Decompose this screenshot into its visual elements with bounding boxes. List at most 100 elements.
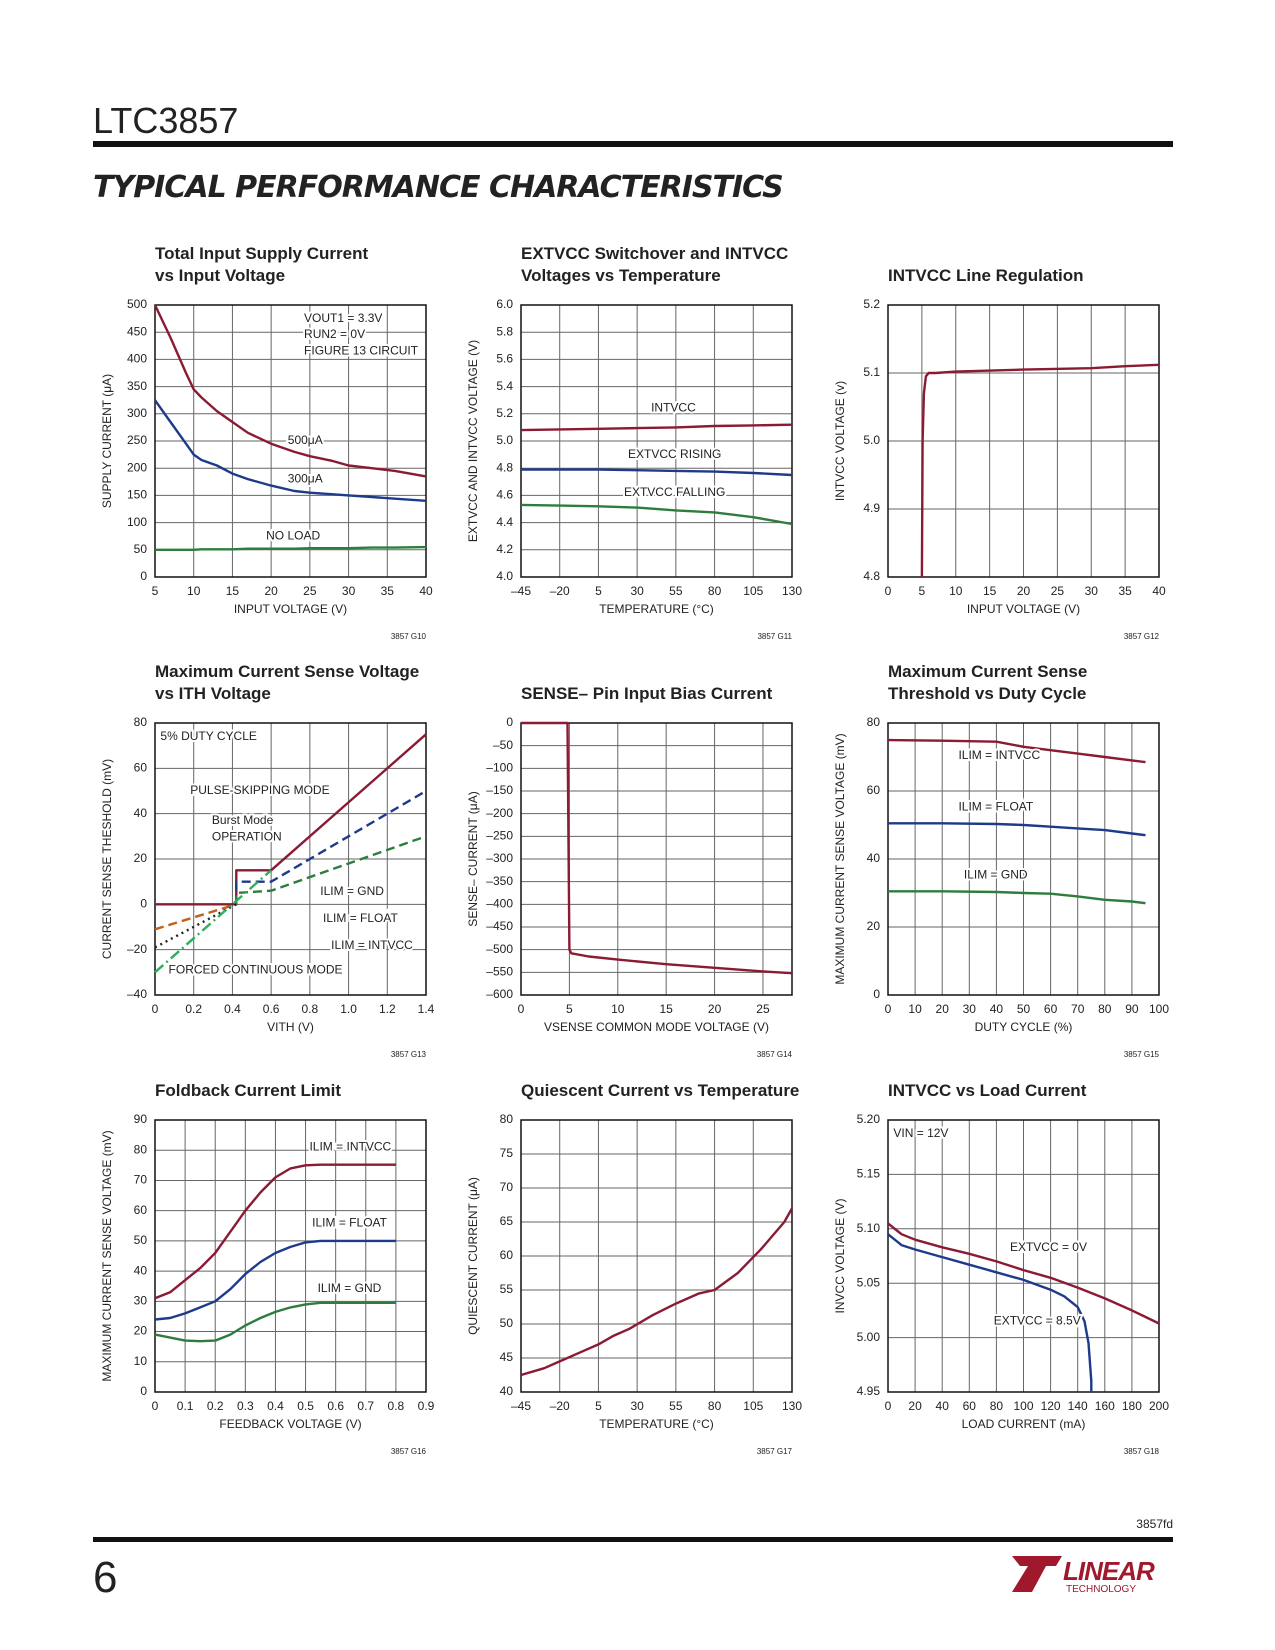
x-tick-label: 25 <box>1051 584 1065 598</box>
x-tick-label: 0.9 <box>418 1399 435 1413</box>
chart-code: 3857 G11 <box>757 632 792 641</box>
y-tick-label: 0 <box>140 897 147 911</box>
series-label: EXTVCC FALLING <box>624 485 725 499</box>
x-tick-label: 160 <box>1095 1399 1115 1413</box>
series-line <box>155 545 427 551</box>
y-tick-label: 250 <box>127 433 147 447</box>
x-tick-label: 10 <box>949 584 963 598</box>
chart-title: vs ITH Voltage <box>155 684 271 703</box>
y-tick-label: –600 <box>486 987 513 1001</box>
x-tick-label: 0.6 <box>263 1002 280 1016</box>
y-tick-label: 50 <box>134 542 148 556</box>
x-tick-label: 80 <box>708 1399 722 1413</box>
y-tick-label: 75 <box>500 1146 514 1160</box>
y-tick-label: 400 <box>127 352 147 366</box>
x-tick-label: 80 <box>990 1399 1004 1413</box>
x-tick-label: 0.8 <box>302 1002 319 1016</box>
y-tick-label: 5.8 <box>496 324 513 338</box>
x-tick-label: 25 <box>756 1002 770 1016</box>
y-tick-label: 6.0 <box>496 297 513 311</box>
x-tick-label: 15 <box>659 1002 673 1016</box>
x-tick-label: 0.8 <box>388 1399 405 1413</box>
y-tick-label: 10 <box>134 1354 148 1368</box>
x-tick-label: 20 <box>264 584 278 598</box>
section-title: TYPICAL PERFORMANCE CHARACTERISTICS <box>93 170 783 205</box>
y-tick-label: 90 <box>134 1112 148 1126</box>
x-tick-label: 105 <box>743 584 763 598</box>
y-tick-label: 4.8 <box>496 460 513 474</box>
annotation: PULSE-SKIPPING MODE <box>190 783 329 797</box>
chart: Maximum Current Sense Voltage vs ITH Volt… <box>100 662 435 1059</box>
y-tick-label: 60 <box>134 761 148 775</box>
series-label: EXTVCC = 8.5V <box>994 1313 1081 1327</box>
chart-title: Quiescent Current vs Temperature <box>521 1081 799 1100</box>
x-tick-label: 200 <box>1149 1399 1169 1413</box>
doc-code: 3857fd <box>1136 1517 1173 1531</box>
x-tick-label: –45 <box>511 584 531 598</box>
y-tick-label: 4.95 <box>857 1384 881 1398</box>
x-tick-label: 5 <box>919 584 926 598</box>
y-tick-label: 5.0 <box>496 433 513 447</box>
plot-frame <box>154 722 427 996</box>
header-rule <box>93 141 1173 147</box>
y-axis-label: INTVCC VOLTAGE (v) <box>833 381 847 501</box>
y-tick-label: 200 <box>127 460 147 474</box>
plot-frame <box>887 722 1160 996</box>
series-label: ILIM = FLOAT <box>312 1216 387 1230</box>
series-label: 500μA <box>288 433 323 447</box>
annotation: VIN = 12V <box>893 1126 948 1140</box>
annotation: FORCED CONTINUOUS MODE <box>169 963 343 977</box>
annotation: OPERATION <box>212 829 282 843</box>
series-line <box>154 1301 396 1343</box>
chart-code: 3857 G18 <box>1124 1447 1160 1456</box>
y-tick-label: –200 <box>486 806 513 820</box>
x-axis-label: DUTY CYCLE (%) <box>975 1020 1073 1034</box>
x-tick-label: 5 <box>152 584 159 598</box>
series-line <box>920 363 1160 578</box>
y-tick-label: 40 <box>134 806 148 820</box>
chart-title: INTVCC vs Load Current <box>888 1081 1087 1100</box>
y-tick-label: –450 <box>486 919 513 933</box>
y-tick-label: 50 <box>500 1316 514 1330</box>
x-tick-label: 80 <box>1098 1002 1112 1016</box>
series-line <box>235 789 427 905</box>
y-tick-label: 60 <box>867 783 881 797</box>
x-tick-label: 140 <box>1068 1399 1088 1413</box>
x-tick-label: 120 <box>1041 1399 1061 1413</box>
y-tick-label: 0 <box>873 987 880 1001</box>
x-axis-label: VSENSE COMMON MODE VOLTAGE (V) <box>544 1020 769 1034</box>
series-label: ILIM = INTVCC <box>309 1139 391 1153</box>
y-axis-label: MAXIMUM CURRENT SENSE VOLTAGE (mV) <box>100 1130 114 1381</box>
x-tick-label: –20 <box>550 1399 570 1413</box>
x-tick-label: –20 <box>550 584 570 598</box>
y-tick-label: –400 <box>486 897 513 911</box>
y-tick-label: 5.15 <box>857 1167 881 1181</box>
plot-frame <box>520 1119 793 1393</box>
x-tick-label: 40 <box>936 1399 950 1413</box>
y-tick-label: 5.4 <box>496 379 513 393</box>
y-tick-label: 70 <box>134 1173 148 1187</box>
y-tick-label: –100 <box>486 761 513 775</box>
series-line <box>520 503 793 526</box>
y-axis-label: SUPPLY CURRENT (μA) <box>100 374 114 508</box>
series-line <box>520 1207 794 1377</box>
series-line <box>888 890 1146 905</box>
chart: Foldback Current Limit 0 0.1 0.2 0.3 0.4 0.5 0.… <box>100 1081 435 1456</box>
x-tick-label: 40 <box>1152 584 1166 598</box>
y-tick-label: –250 <box>486 829 513 843</box>
y-tick-label: 100 <box>127 515 147 529</box>
plot-frame <box>887 1119 1160 1393</box>
series-line <box>155 733 427 906</box>
y-tick-label: 5.20 <box>857 1112 881 1126</box>
y-tick-label: 450 <box>127 324 147 338</box>
series-label: ILIM = GND <box>320 884 384 898</box>
series-label: 300μA <box>288 471 323 485</box>
y-tick-label: 45 <box>500 1350 514 1364</box>
y-tick-label: –150 <box>486 783 513 797</box>
y-tick-label: 5.2 <box>863 297 880 311</box>
x-tick-label: 60 <box>1044 1002 1058 1016</box>
x-tick-label: 0.4 <box>224 1002 241 1016</box>
series-label: ILIM = FLOAT <box>958 799 1033 813</box>
series-label: ILIM = GND <box>964 867 1028 881</box>
